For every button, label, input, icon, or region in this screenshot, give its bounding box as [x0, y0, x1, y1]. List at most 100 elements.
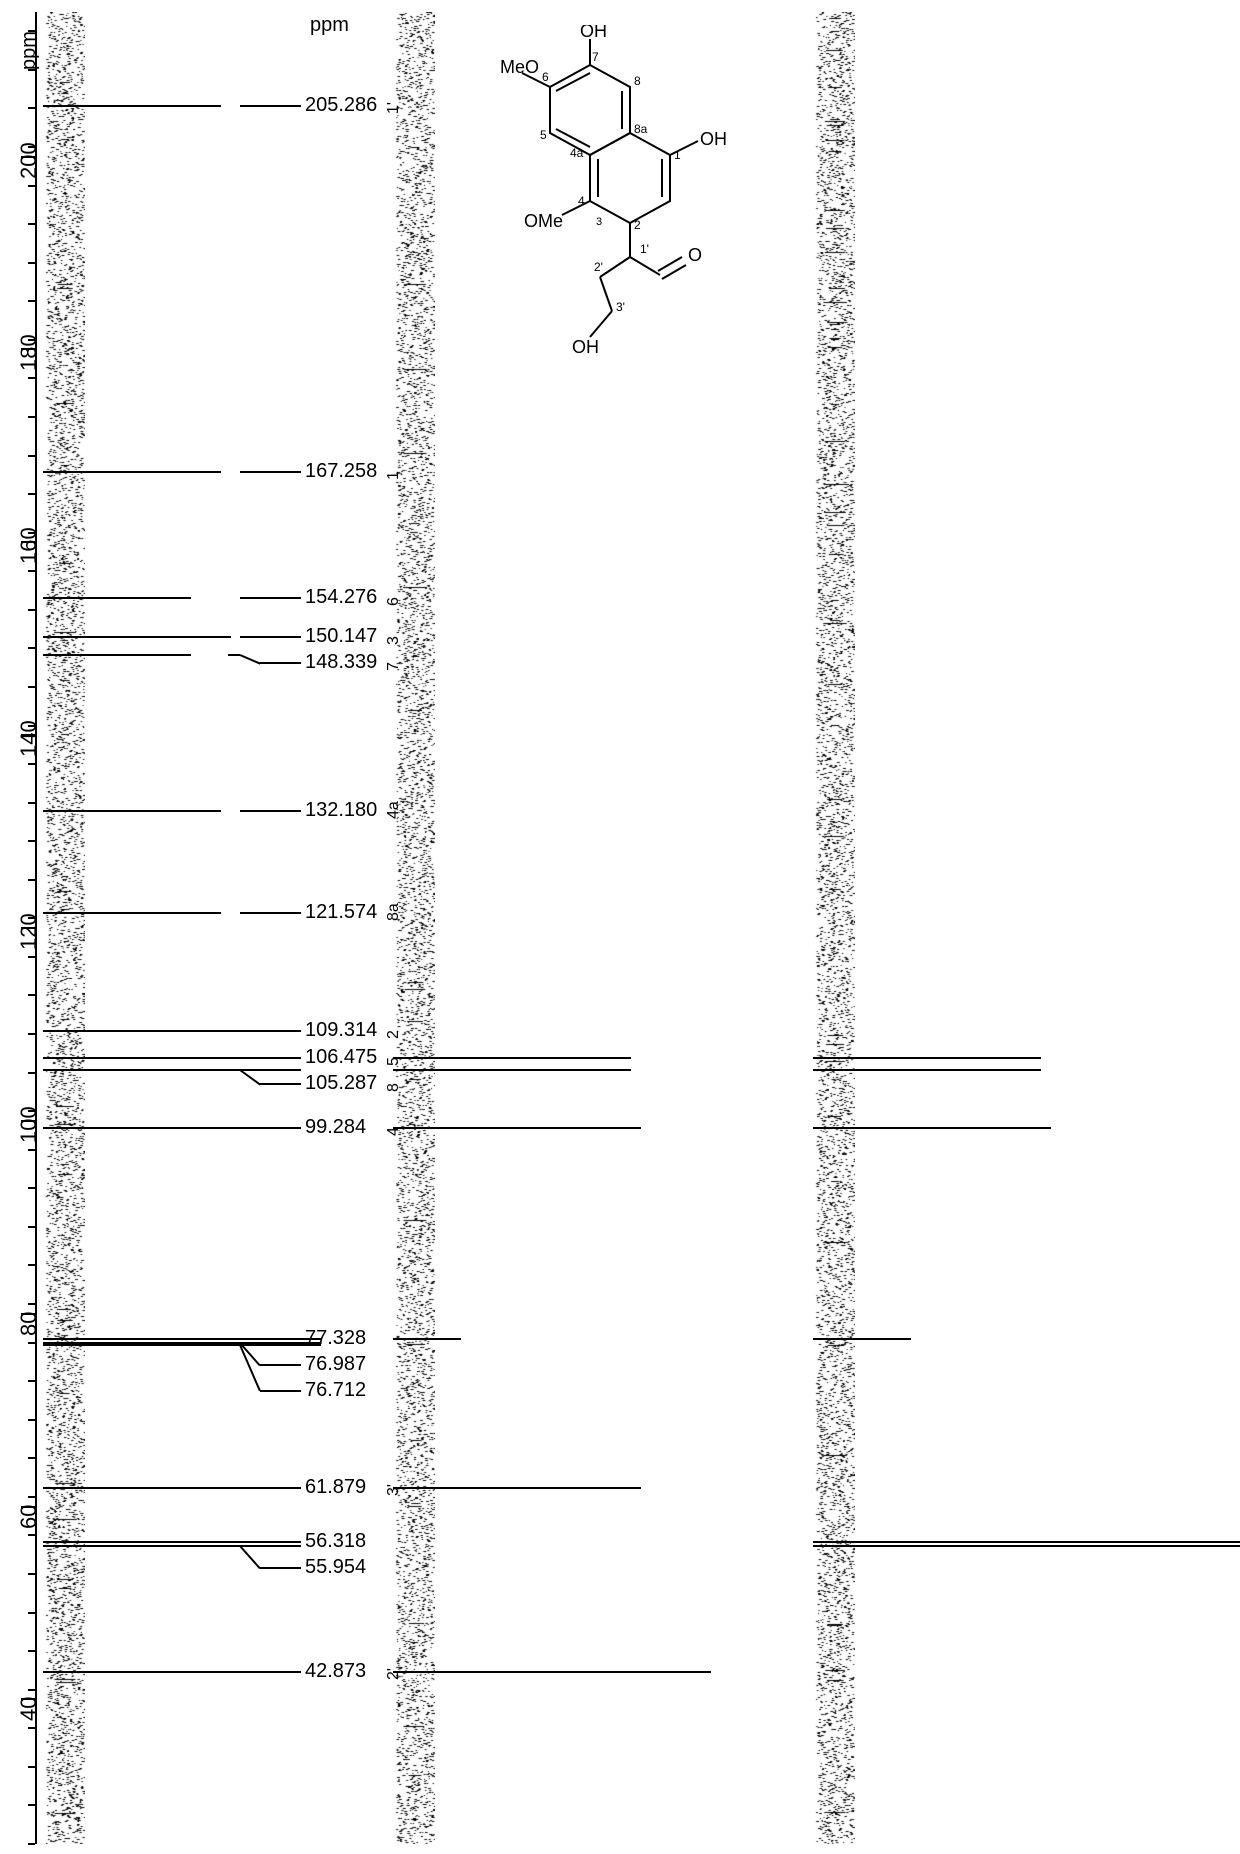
peak-line [43, 597, 87, 599]
axis-tick-minor [28, 1419, 35, 1421]
peak-value-label: 205.286 [305, 94, 377, 117]
svg-text:3': 3' [616, 300, 625, 314]
peak-line [43, 1069, 87, 1071]
axis-tick-minor [28, 994, 35, 996]
peak-value-label: 150.147 [305, 625, 377, 648]
peak-connector [260, 1083, 301, 1085]
peak-line [431, 1057, 631, 1059]
axis-tick-minor [28, 956, 35, 958]
axis-tick-minor [28, 30, 35, 32]
peak-connector [240, 597, 260, 599]
peak-connector [240, 471, 260, 473]
svg-text:OH: OH [580, 25, 607, 41]
peak-connector [240, 1030, 260, 1032]
axis-tick-minor [28, 1264, 35, 1266]
svg-text:OH: OH [700, 129, 727, 149]
peak-assignment-label: 1' [385, 102, 403, 114]
svg-text:5: 5 [540, 128, 547, 142]
peak-connector [228, 1344, 240, 1346]
axis-tick-minor [28, 609, 35, 611]
peak-connector [240, 1057, 260, 1059]
peak-connector [240, 1487, 260, 1489]
svg-text:OMe: OMe [524, 211, 563, 231]
axis-tick-minor [28, 1457, 35, 1459]
axis-tick-label: 60 [16, 1504, 42, 1528]
peak-connector [240, 1338, 260, 1340]
axis-tick-minor [28, 493, 35, 495]
peak-assignment-label: 7 [385, 662, 403, 671]
peak-connector [240, 912, 260, 914]
svg-text:3: 3 [596, 216, 602, 228]
peak-connector [228, 1545, 240, 1547]
peak-line [813, 1127, 857, 1129]
peak-value-label: 56.318 [305, 1530, 366, 1553]
axis-tick-minor [28, 1766, 35, 1768]
peak-line [43, 471, 87, 473]
peak-line [431, 1127, 641, 1129]
peak-line [813, 1069, 857, 1071]
peak-line [851, 1338, 911, 1340]
axis-tick-minor [28, 1496, 35, 1498]
peak-line [851, 1127, 1051, 1129]
axis-tick-minor [28, 1804, 35, 1806]
peak-assignment-label: 2 [385, 1030, 403, 1039]
peak-connector [240, 1671, 260, 1673]
axis-tick-minor [28, 1033, 35, 1035]
peak-value-label: 76.712 [305, 1379, 366, 1402]
axis-tick-minor [28, 1534, 35, 1536]
axis-tick-minor [28, 1573, 35, 1575]
peak-value-label: 99.284 [305, 1116, 366, 1139]
axis-tick-minor [28, 107, 35, 109]
peak-line [81, 597, 191, 599]
peak-value-label: 154.276 [305, 586, 377, 609]
peak-assignment-label: 6 [385, 597, 403, 606]
peak-assignment-label: 2' [385, 1668, 403, 1680]
axis-tick-label: 80 [16, 1311, 42, 1335]
svg-text:8a: 8a [634, 122, 648, 136]
axis-tick-minor [28, 1110, 35, 1112]
peak-line [81, 636, 231, 638]
peak-value-label: 106.475 [305, 1046, 377, 1069]
peak-assignment-label: 8 [385, 1084, 403, 1093]
axis-tick-minor [28, 686, 35, 688]
svg-text:OH: OH [572, 337, 599, 357]
axis-tick-minor [28, 300, 35, 302]
noise-strip [815, 12, 855, 1844]
axis-tick-minor [28, 1380, 35, 1382]
peak-line [43, 1127, 87, 1129]
peak-value-label: 77.328 [305, 1327, 366, 1350]
peak-connector [260, 1390, 301, 1392]
svg-text:8: 8 [634, 74, 641, 88]
axis-tick-minor [28, 455, 35, 457]
peak-value-label: 109.314 [305, 1019, 377, 1042]
svg-text:MeO: MeO [500, 57, 539, 77]
svg-text:4a: 4a [570, 146, 584, 160]
axis-tick-minor [28, 802, 35, 804]
peak-connector [260, 1364, 301, 1366]
axis-tick-minor [28, 262, 35, 264]
axis-tick-minor [28, 840, 35, 842]
svg-text:2: 2 [634, 218, 641, 232]
peak-line [43, 912, 87, 914]
peak-line [81, 1344, 321, 1346]
axis-unit-label-top: ppm [310, 14, 349, 37]
peak-line [851, 1541, 1240, 1543]
axis-tick-minor [28, 1149, 35, 1151]
peak-value-label: 121.574 [305, 901, 377, 924]
peak-line [851, 1069, 1041, 1071]
peak-connector [260, 1127, 301, 1129]
peak-connector [260, 597, 301, 599]
peak-line [81, 1030, 251, 1032]
axis-tick-minor [28, 223, 35, 225]
svg-text:2': 2' [594, 260, 603, 274]
peak-assignment-label: 4 [385, 1127, 403, 1136]
peak-line [851, 1545, 1240, 1547]
axis-tick-minor [28, 725, 35, 727]
axis-tick-minor [28, 1612, 35, 1614]
axis-tick-minor [28, 1187, 35, 1189]
axis-tick-minor [28, 1342, 35, 1344]
peak-line [393, 1069, 437, 1071]
peak-connector [260, 1030, 301, 1032]
axis-tick-minor [28, 1689, 35, 1691]
peak-connector [240, 636, 260, 638]
